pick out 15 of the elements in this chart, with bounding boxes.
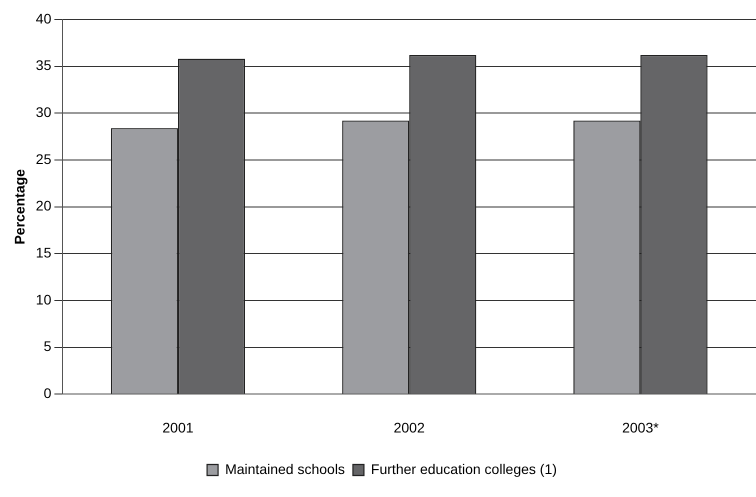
legend-label: Maintained schools bbox=[225, 460, 345, 477]
y-tick-label: 0 bbox=[44, 385, 52, 402]
x-tick-label: 2003* bbox=[622, 419, 660, 436]
y-tick-label: 5 bbox=[44, 338, 52, 354]
y-tick-label: 10 bbox=[36, 291, 52, 308]
y-tick-label: 40 bbox=[36, 10, 52, 26]
y-tick-label: 35 bbox=[36, 57, 52, 74]
y-tick-label: 15 bbox=[36, 244, 52, 261]
y-axis-title: Percentage bbox=[11, 168, 28, 245]
x-tick-label: 2002 bbox=[394, 419, 425, 436]
y-tick-label: 20 bbox=[36, 198, 52, 214]
y-tick-label: 30 bbox=[36, 104, 52, 120]
x-tick-label: 2001 bbox=[162, 419, 194, 436]
legend-label: Further education colleges (1) bbox=[370, 460, 557, 477]
y-tick-label: 25 bbox=[36, 150, 52, 167]
